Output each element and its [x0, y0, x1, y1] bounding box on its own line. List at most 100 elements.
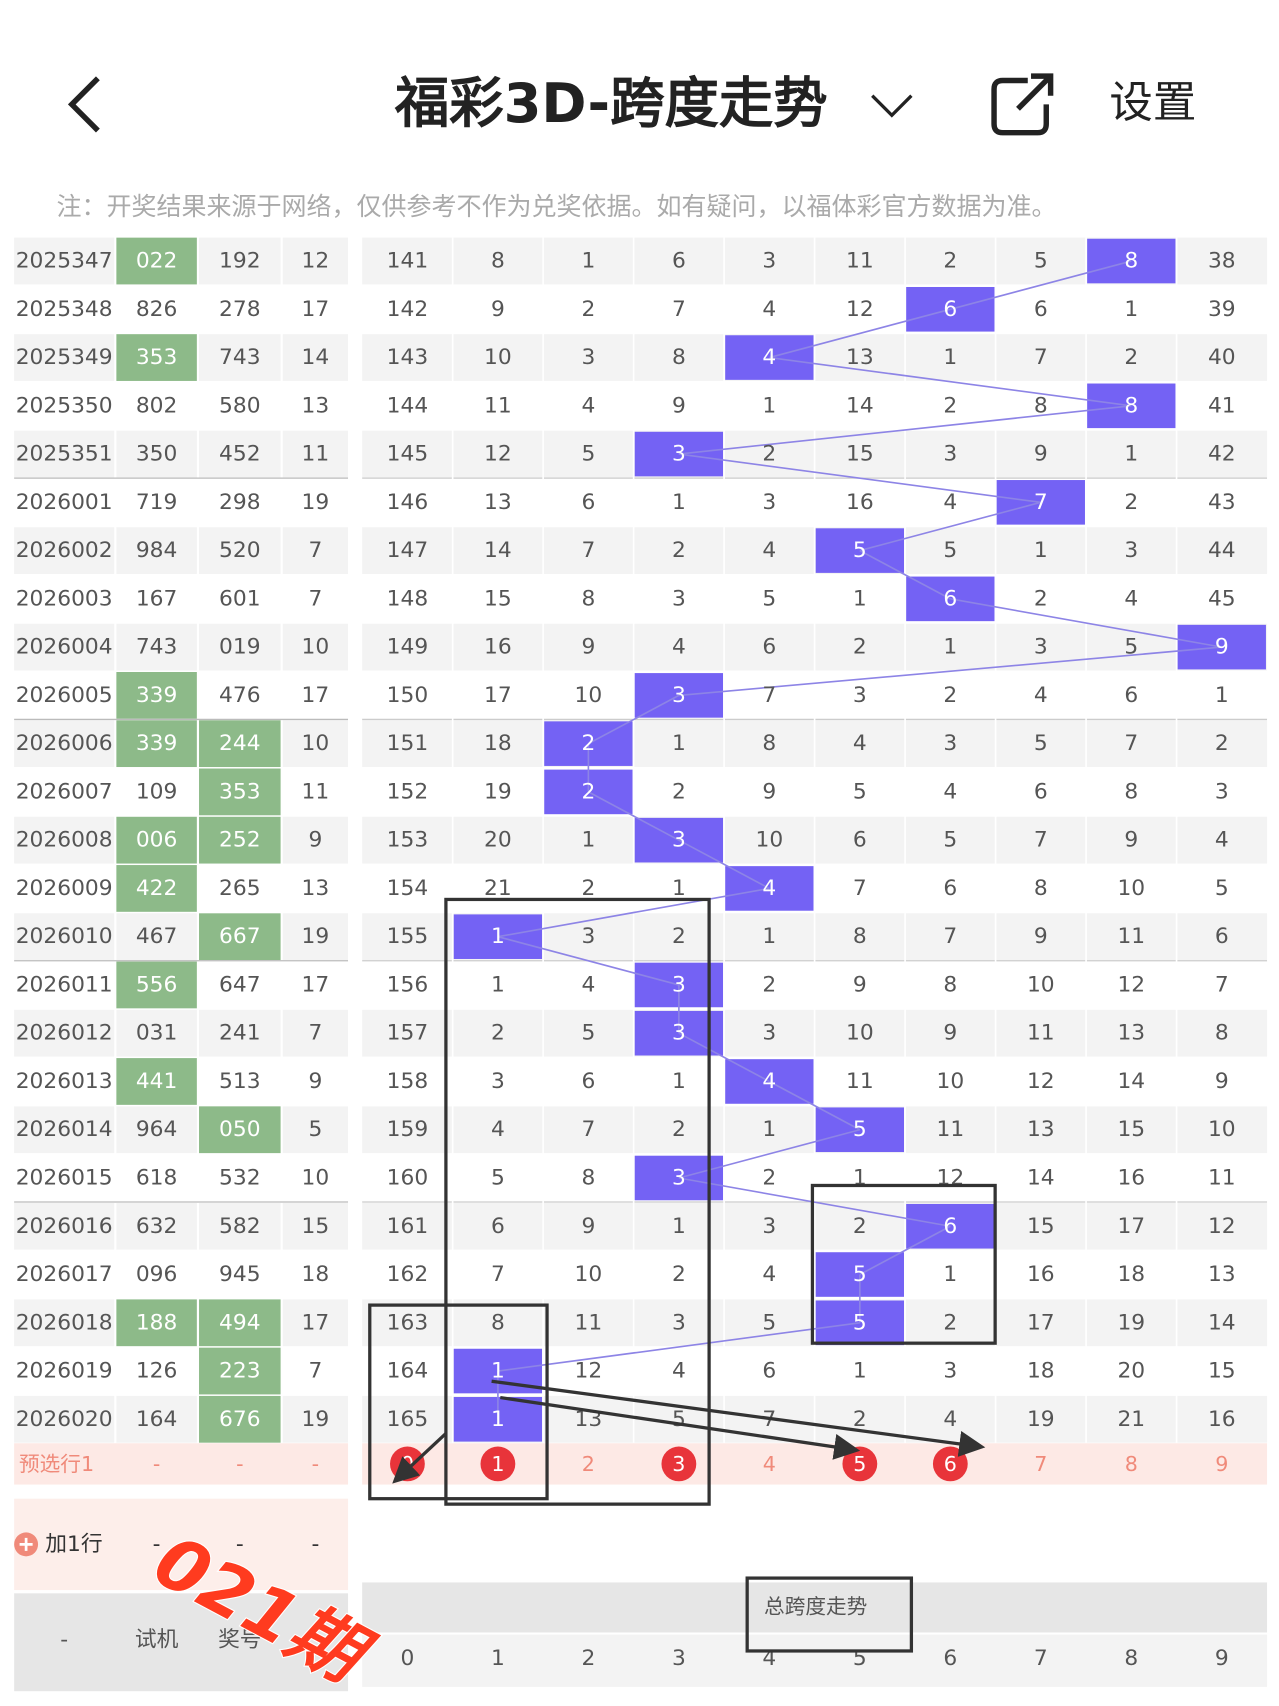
left-cell [14, 768, 115, 816]
miss-count: 5 [581, 1021, 595, 1046]
draw-cell: 265 [219, 876, 261, 901]
miss-count: 14 [1208, 1310, 1236, 1335]
title-dropdown[interactable] [871, 94, 913, 118]
draw-cell: 476 [219, 683, 261, 708]
left-cell [282, 1251, 349, 1298]
left-cell [282, 1058, 349, 1105]
left-cell [116, 1106, 197, 1154]
draw-cell: 244 [219, 731, 261, 756]
miss-count: 6 [943, 876, 957, 901]
selected-digit[interactable] [480, 1446, 516, 1482]
miss-count: 163 [387, 1310, 429, 1335]
left-cell [116, 1202, 197, 1250]
share-button[interactable] [991, 73, 1054, 136]
miss-count: 3 [672, 586, 686, 611]
trial-cell: 618 [136, 1165, 178, 1190]
left-cell [14, 1009, 115, 1057]
trial-cell: 353 [136, 345, 178, 370]
period-cell: 2025351 [16, 442, 113, 467]
left-cell [199, 430, 281, 478]
add-row-value: - [311, 1532, 319, 1557]
miss-count: 8 [491, 249, 505, 274]
hit-cell [725, 335, 814, 380]
left-cell [282, 1395, 349, 1443]
miss-count: 7 [1034, 828, 1048, 853]
miss-count: 15 [484, 586, 512, 611]
miss-count: 1 [491, 1359, 505, 1384]
miss-count: 3 [762, 1021, 776, 1046]
draw-cell: 945 [219, 1262, 261, 1287]
preselect-digit: 4 [763, 1452, 776, 1476]
miss-count: 20 [484, 828, 512, 853]
miss-count: 13 [484, 490, 512, 515]
miss-count: 1 [943, 345, 957, 370]
trial-cell: 467 [136, 924, 178, 949]
footer-digit: 7 [1034, 1646, 1048, 1671]
miss-count: 1 [581, 828, 595, 853]
footer-digits-bg [362, 1634, 1268, 1687]
hit-cell [634, 431, 724, 477]
miss-count: 17 [1027, 1310, 1055, 1335]
miss-count: 6 [1124, 683, 1138, 708]
preselect-value: - [236, 1452, 243, 1476]
preselect-digit: 6 [944, 1452, 957, 1476]
miss-count: 11 [1208, 1165, 1236, 1190]
miss-count: 8 [1124, 393, 1138, 418]
miss-count: 2 [943, 249, 957, 274]
miss-count: 13 [1027, 1117, 1055, 1142]
sum-cell: 18 [302, 1262, 330, 1287]
miss-count: 11 [846, 1069, 874, 1094]
miss-count: 3 [943, 442, 957, 467]
selected-digit[interactable] [661, 1446, 697, 1482]
trend-line [769, 308, 951, 359]
settings-button[interactable]: 设置 [1109, 78, 1196, 128]
miss-count: 3 [672, 972, 686, 997]
footer-banner: 总跨度走势 [764, 1594, 867, 1618]
miss-count: 2 [943, 393, 957, 418]
miss-count: 2 [672, 924, 686, 949]
miss-count: 4 [762, 538, 776, 563]
left-cell [199, 1395, 281, 1443]
miss-count: 8 [491, 1310, 505, 1335]
miss-count: 4 [581, 393, 595, 418]
sum-cell: 11 [302, 442, 330, 467]
annotation-box [745, 1576, 914, 1653]
miss-count: 2 [672, 538, 686, 563]
trial-cell: 109 [136, 779, 178, 804]
miss-count: 142 [387, 297, 429, 322]
page-title[interactable]: 福彩3D-跨度走势 [394, 72, 828, 135]
miss-count: 10 [756, 828, 784, 853]
footer-digit: 9 [1215, 1646, 1229, 1671]
draw-cell: 223 [219, 1359, 261, 1384]
miss-count: 11 [575, 1310, 603, 1335]
left-cell [14, 1106, 115, 1154]
trend-lines [497, 260, 1222, 1420]
miss-count: 43 [1208, 490, 1236, 515]
left-cell [116, 1154, 197, 1202]
miss-count: 5 [581, 442, 595, 467]
trend-line [678, 405, 1132, 455]
miss-count: 1 [491, 924, 505, 949]
miss-count: 7 [1215, 972, 1229, 997]
miss-count: 16 [484, 635, 512, 660]
miss-count: 10 [846, 1021, 874, 1046]
miss-count: 2 [853, 1407, 867, 1432]
add-row-label[interactable]: 加1行 [45, 1532, 102, 1557]
miss-count: 6 [853, 828, 867, 853]
miss-count: 155 [387, 924, 429, 949]
draw-cell: 278 [219, 297, 261, 322]
miss-count: 6 [491, 1214, 505, 1239]
base-layer: 福彩3D-跨度走势 设置 注：开奖结果来源于网络，仅供参考不作为兑奖依据。如有疑… [57, 72, 1197, 221]
trend-line [678, 646, 1222, 697]
miss-count: 7 [853, 876, 867, 901]
miss-count: 16 [1208, 1407, 1236, 1432]
miss-count: 7 [1034, 490, 1048, 515]
left-cell [14, 237, 115, 285]
miss-count: 154 [387, 876, 429, 901]
miss-count: 38 [1208, 249, 1236, 274]
left-cell [199, 1058, 281, 1105]
back-button[interactable] [67, 76, 100, 133]
miss-count: 149 [387, 635, 429, 660]
draw-cell: 494 [219, 1310, 261, 1335]
period-cell: 2025350 [16, 393, 113, 418]
